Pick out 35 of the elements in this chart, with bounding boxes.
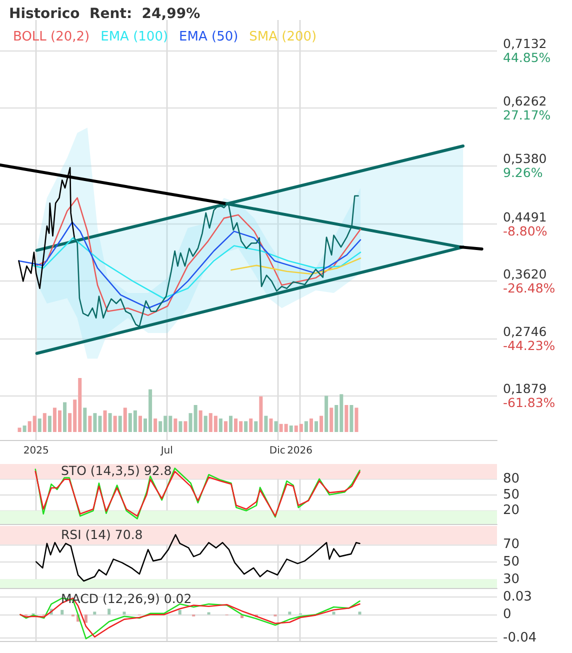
y-tick-label: 0 — [503, 607, 512, 622]
y-tick-label: 0,7132 — [503, 36, 547, 52]
y2-tick-label: -8.80% — [503, 224, 548, 239]
x-tick-label: Jul — [160, 446, 173, 456]
x-tick-label: Dic — [269, 446, 286, 456]
y-tick-label: 0.03 — [503, 590, 532, 604]
chart-title: RSI (14) 70.8 — [61, 527, 143, 542]
y2-tick-label: -26.48% — [503, 280, 556, 296]
y-tick-label: 50 — [503, 487, 520, 502]
y-tick-label: 80 — [503, 471, 520, 486]
text: BOLL (20,2) — [13, 30, 90, 44]
y-tick-label: 0,3620 — [503, 266, 547, 282]
y2-tick-label: -44.23% — [503, 338, 556, 354]
y-tick-label: 50 — [503, 554, 520, 570]
text: EMA (100) — [100, 30, 168, 44]
y-tick-label: 0,5380 — [503, 151, 547, 166]
text: EMA (50) — [179, 30, 238, 44]
chart-title: Historico Rent: 24,99% — [9, 6, 200, 22]
y-tick-label: 0,2746 — [503, 324, 547, 340]
y-tick-label: 20 — [503, 503, 520, 518]
y-tick-label: 0,4491 — [503, 210, 547, 225]
y2-tick-label: 27.17% — [503, 107, 551, 122]
x-tick-label: 2025 — [23, 446, 49, 456]
y2-tick-label: -61.83% — [503, 394, 556, 410]
y-tick-label: 30 — [503, 572, 520, 587]
text: SMA (200) — [249, 30, 317, 44]
y-tick-label: -0.04 — [503, 630, 537, 646]
y-tick-label: 0,6262 — [503, 93, 547, 108]
chart-title: STO (14,3,5) 92.8 — [61, 463, 172, 478]
y-tick-label: 70 — [503, 536, 520, 552]
chart-title: MACD (12,26,9) 0.02 — [61, 591, 192, 606]
y2-tick-label: 44.85% — [503, 50, 551, 66]
x-tick-label: 2026 — [287, 446, 313, 456]
y-tick-label: 0,1879 — [503, 380, 547, 396]
y2-tick-label: 9.26% — [503, 165, 543, 180]
